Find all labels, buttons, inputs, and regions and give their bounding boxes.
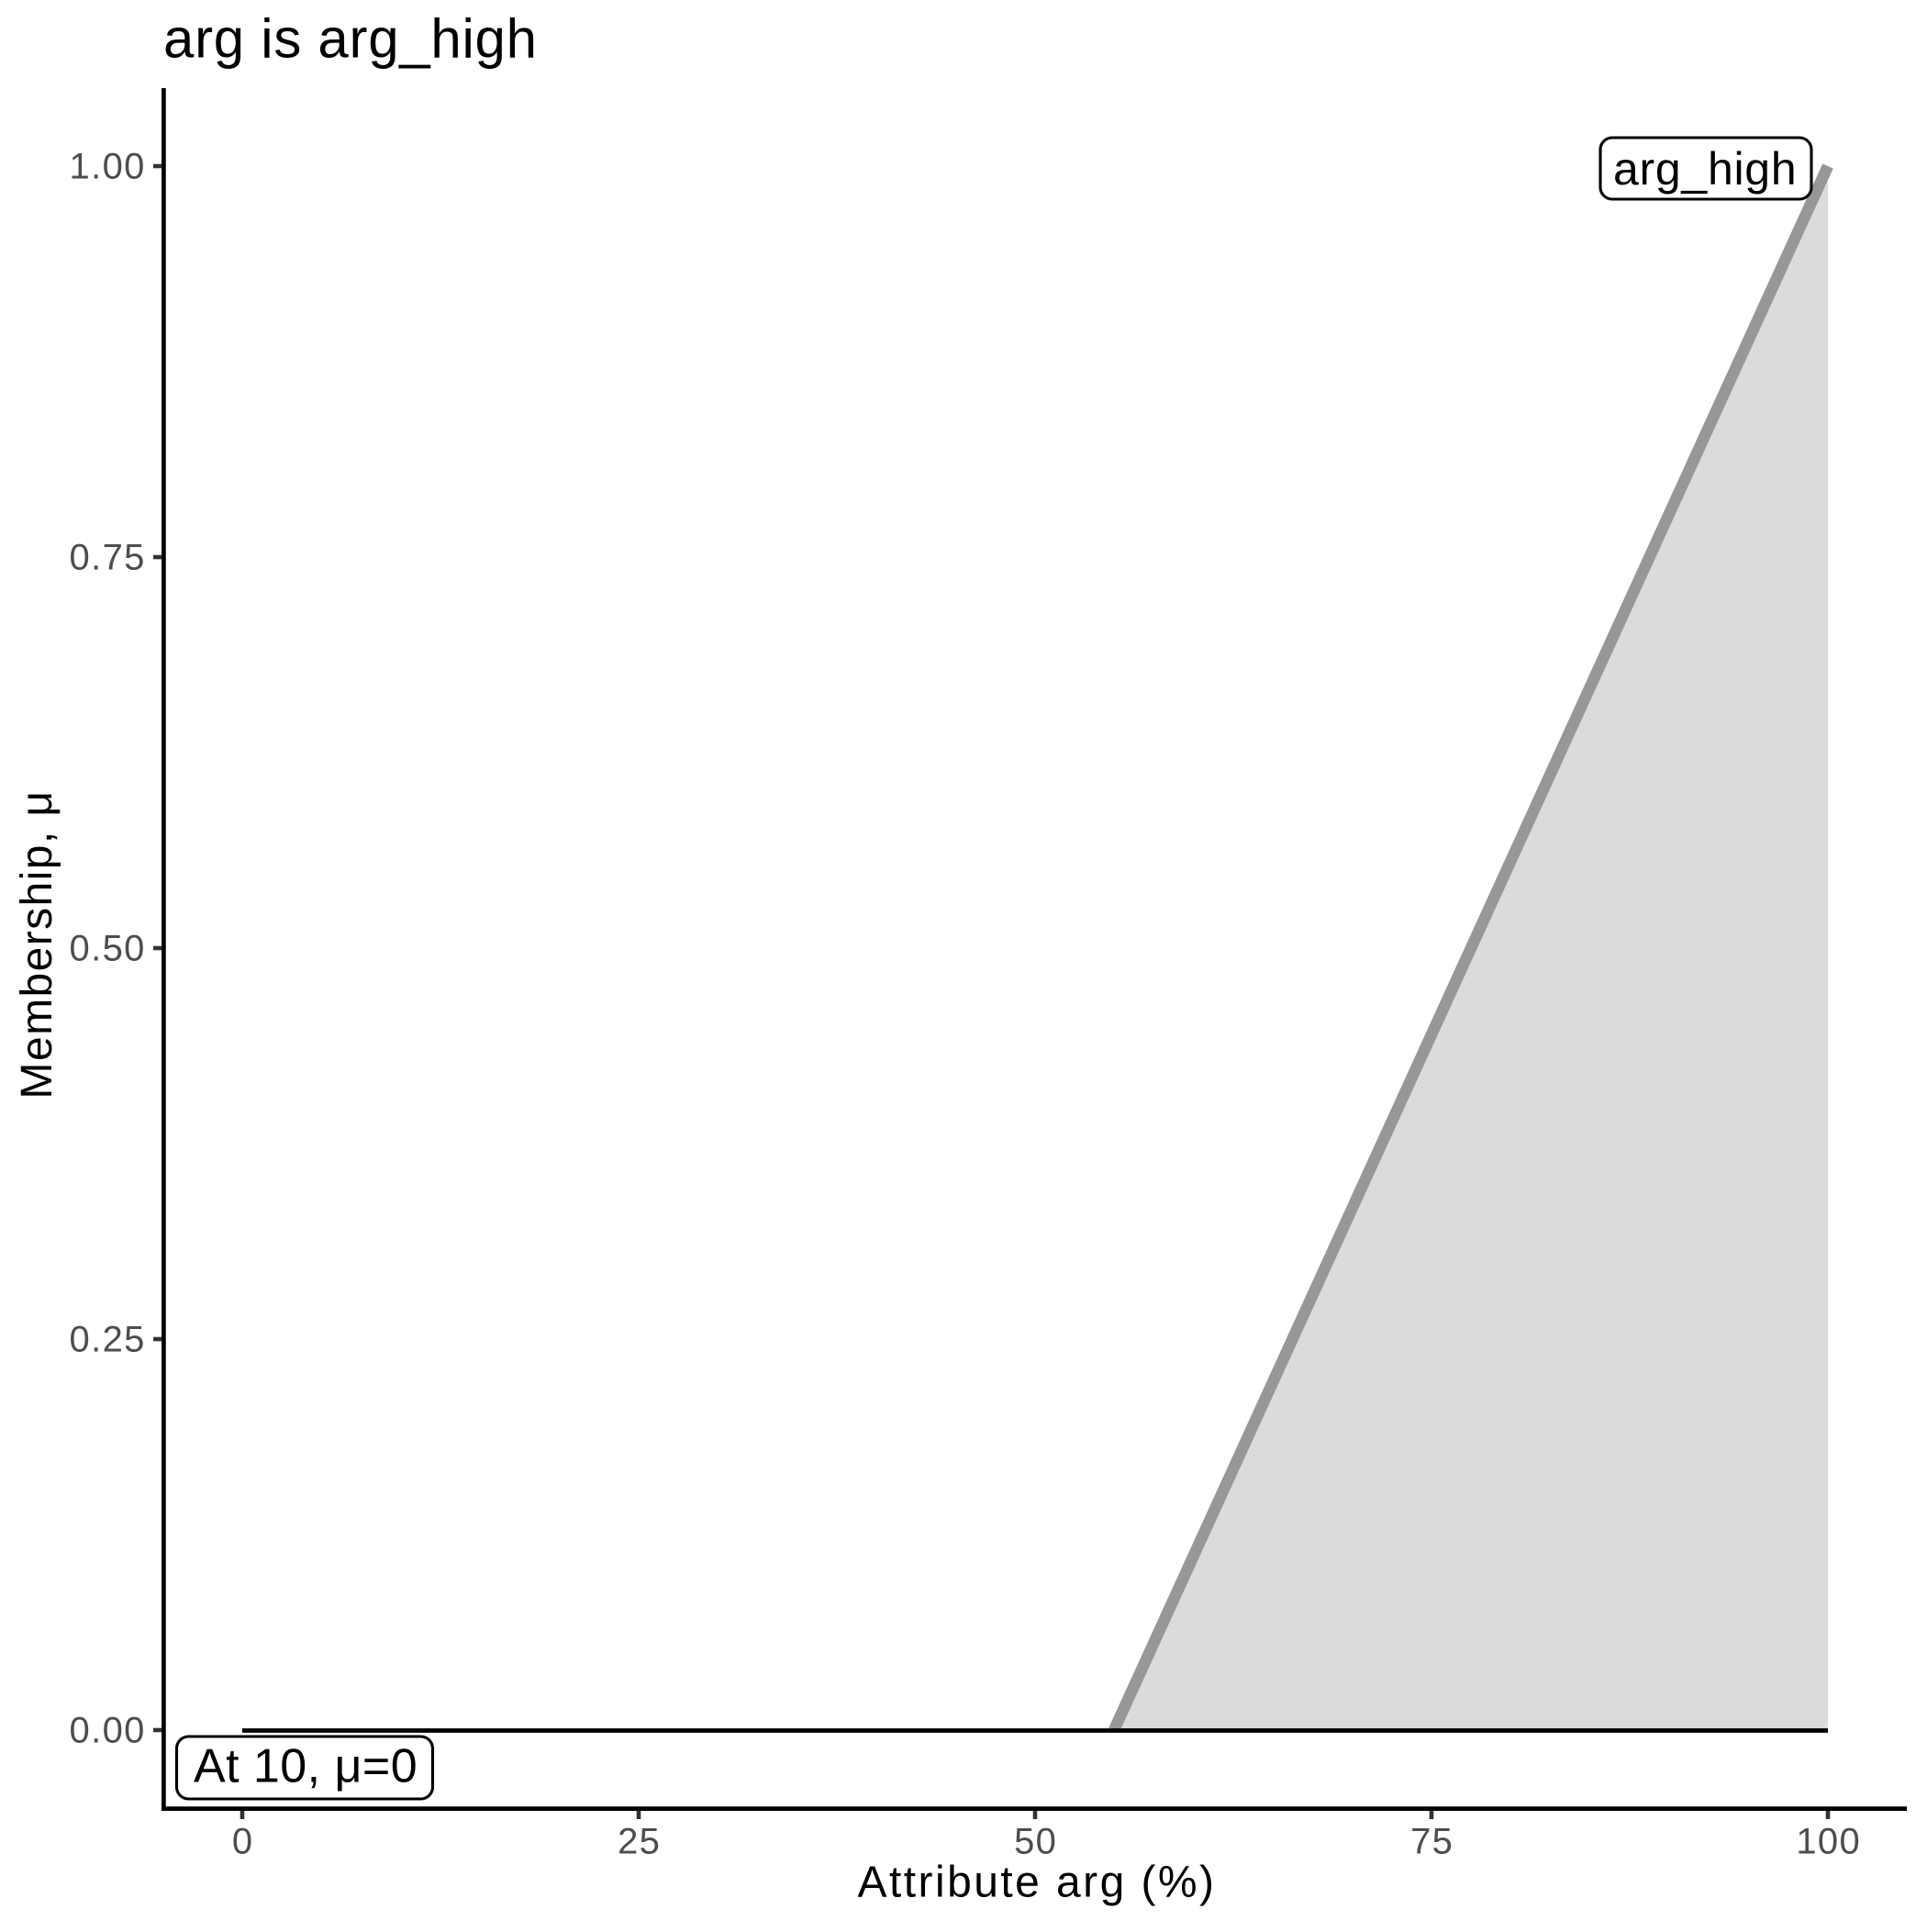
svg-text:Membership, μ: Membership, μ bbox=[13, 790, 61, 1100]
svg-text:Attribute arg (%): Attribute arg (%) bbox=[858, 1859, 1217, 1907]
svg-text:75: 75 bbox=[1410, 1822, 1454, 1862]
svg-text:0.50: 0.50 bbox=[70, 929, 146, 969]
svg-text:0.25: 0.25 bbox=[70, 1320, 146, 1360]
svg-text:arg_high: arg_high bbox=[1613, 143, 1797, 195]
svg-text:50: 50 bbox=[1014, 1822, 1057, 1862]
svg-text:0: 0 bbox=[232, 1822, 254, 1862]
svg-text:100: 100 bbox=[1796, 1822, 1861, 1862]
svg-text:0.75: 0.75 bbox=[70, 538, 146, 578]
svg-text:At 10, μ=0: At 10, μ=0 bbox=[194, 1739, 418, 1792]
svg-text:1.00: 1.00 bbox=[70, 147, 146, 187]
svg-text:arg is arg_high: arg is arg_high bbox=[163, 8, 538, 70]
svg-text:0.00: 0.00 bbox=[70, 1711, 146, 1751]
svg-text:25: 25 bbox=[618, 1822, 661, 1862]
